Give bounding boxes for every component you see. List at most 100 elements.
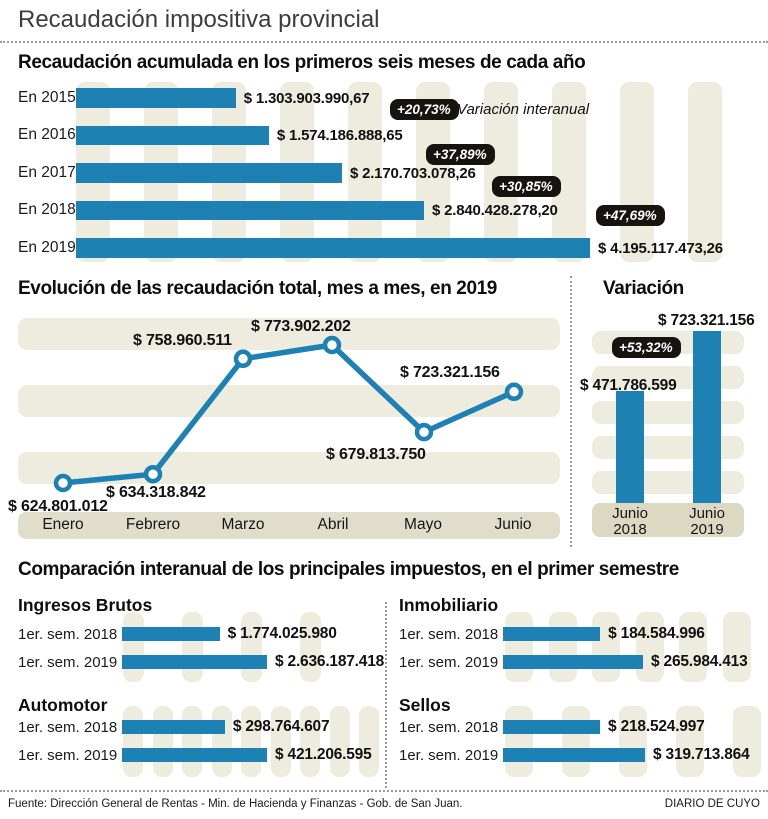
data-point-mayo: [414, 422, 434, 442]
dotted-divider-top: [0, 41, 768, 43]
trend-line: [60, 342, 517, 486]
x-axis-band: [18, 512, 560, 539]
month-label-junio: Junio: [494, 516, 532, 533]
row-label: 1er. sem. 2018: [399, 626, 499, 643]
background-stripe: [241, 612, 262, 682]
row-label: 1er. sem. 2018: [18, 626, 118, 643]
point-value-junio: $ 723.321.156: [400, 364, 500, 381]
year-label-2018: En 2018: [18, 201, 76, 218]
data-point-enero: [53, 473, 73, 493]
background-stripe: [552, 82, 586, 262]
background-stripe: [619, 706, 647, 777]
dotted-divider-vertical: [385, 602, 387, 788]
column-junio-2019: [693, 331, 721, 503]
bar-inmobiliario-2018: [503, 627, 601, 641]
row-label: 1er. sem. 2019: [18, 747, 118, 764]
background-stripe: [679, 612, 707, 682]
background-stripe: [359, 706, 379, 777]
tax-group-automotor: Automotor: [18, 695, 108, 715]
background-stripe: [484, 82, 518, 262]
background-stripe: [18, 318, 560, 350]
background-stripe: [241, 706, 261, 777]
bar-sellos-2018: [503, 720, 601, 734]
row-label: 1er. sem. 2019: [399, 654, 499, 671]
background-stripe: [329, 706, 350, 777]
variation-badge-junio: +53,32%: [612, 337, 681, 358]
background-stripe: [548, 612, 577, 682]
variation-badge-2017: +37,89%: [426, 144, 495, 165]
background-stripe: [592, 401, 744, 424]
data-point-junio: [504, 382, 524, 402]
section-title-evolution: Evolución de las recaudación total, mes …: [18, 278, 497, 299]
background-stripe: [123, 706, 143, 777]
tax-group-sellos: Sellos: [399, 695, 451, 715]
year-label-2019: En 2019: [18, 238, 76, 256]
bar-en-2019: [76, 238, 590, 258]
point-value-marzo: $ 758.960.511: [133, 332, 232, 349]
background-stripe: [688, 82, 722, 262]
bar-value: $ 2.636.187.418: [275, 653, 385, 670]
bar-en-2018: [76, 200, 425, 220]
bar-en-2017: [76, 163, 342, 183]
column-label-junio-2019: Junio 2019: [689, 505, 725, 538]
bar-inmobiliario-2019: [503, 655, 643, 669]
tax-group-ingresos-brutos: Ingresos Brutos: [18, 595, 153, 615]
tax-group-inmobiliario: Inmobiliario: [399, 595, 499, 615]
column-label-junio-2018: Junio 2018: [612, 505, 648, 538]
badge-note: Variación interanual: [457, 101, 590, 118]
bar-sellos-2019: [503, 748, 645, 762]
month-label-abril: Abril: [317, 516, 349, 533]
background-stripe: [620, 82, 654, 262]
variation-badge-2018: +30,85%: [492, 176, 561, 197]
background-stripe: [722, 612, 751, 682]
bar-value-2015: $ 1.303.903.990,67: [243, 89, 370, 107]
month-label-febrero: Febrero: [125, 516, 181, 533]
background-stripe: [348, 82, 382, 262]
bar-value-2018: $ 2.840.428.278,20: [432, 202, 558, 219]
bar-value-2016: $ 1.574.186.888,65: [276, 127, 403, 144]
publisher-credit: DIARIO DE CUYO: [664, 798, 760, 810]
month-label-enero: Enero: [42, 516, 84, 533]
point-value-enero: $ 624.801.012: [8, 498, 108, 515]
year-label-2016: En 2016: [18, 126, 76, 143]
bar-en-2015: [76, 88, 236, 108]
bar-value-2017: $ 2.170.703.078,26: [349, 164, 476, 182]
background-stripe: [182, 706, 202, 777]
background-stripe: [505, 706, 533, 777]
bar-value: $ 218.524.997: [608, 718, 705, 735]
variation-badge-2016: +20,73%: [390, 99, 459, 120]
row-label: 1er. sem. 2019: [18, 654, 118, 671]
data-point-abril: [322, 335, 342, 355]
bar-automotor-2019: [122, 748, 267, 762]
background-stripe: [152, 706, 173, 777]
background-stripe: [635, 612, 664, 682]
data-point-febrero: [143, 464, 163, 484]
background-stripe: [300, 612, 321, 682]
bar-value: $ 298.764.607: [232, 718, 330, 735]
variation-badge-2019: +47,69%: [596, 205, 665, 226]
source-credit: Fuente: Dirección General de Rentas - Mi…: [8, 798, 463, 810]
data-point-marzo: [233, 349, 253, 369]
background-stripe: [270, 706, 291, 777]
line-chart: [53, 335, 524, 493]
bar-value: $ 265.984.413: [651, 653, 748, 670]
bar-ingresos-2018: [122, 627, 220, 641]
x-axis-band-variacion: [592, 503, 744, 537]
row-label: 1er. sem. 2018: [18, 719, 118, 736]
section-title-accumulated: Recaudación acumulada en los primeros se…: [18, 52, 586, 73]
background-stripe: [562, 706, 590, 777]
section-title-comparacion: Comparación interanual de los principale…: [18, 559, 679, 580]
month-label-mayo: Mayo: [404, 516, 442, 533]
column-value-junio-2018: $ 471.786.599: [580, 377, 677, 394]
background-stripe: [733, 706, 761, 777]
background-stripe: [300, 706, 320, 777]
bar-value: $ 184.584.996: [608, 625, 705, 642]
dotted-divider-bottom: [0, 790, 768, 792]
background-stripe: [182, 612, 203, 682]
bar-value: $ 319.713.864: [653, 746, 750, 763]
background-stripe: [505, 612, 533, 682]
section-title-variacion: Variación: [603, 278, 684, 299]
dotted-divider-vertical: [570, 276, 572, 547]
column-value-junio-2019: $ 723.321.156: [658, 312, 755, 329]
